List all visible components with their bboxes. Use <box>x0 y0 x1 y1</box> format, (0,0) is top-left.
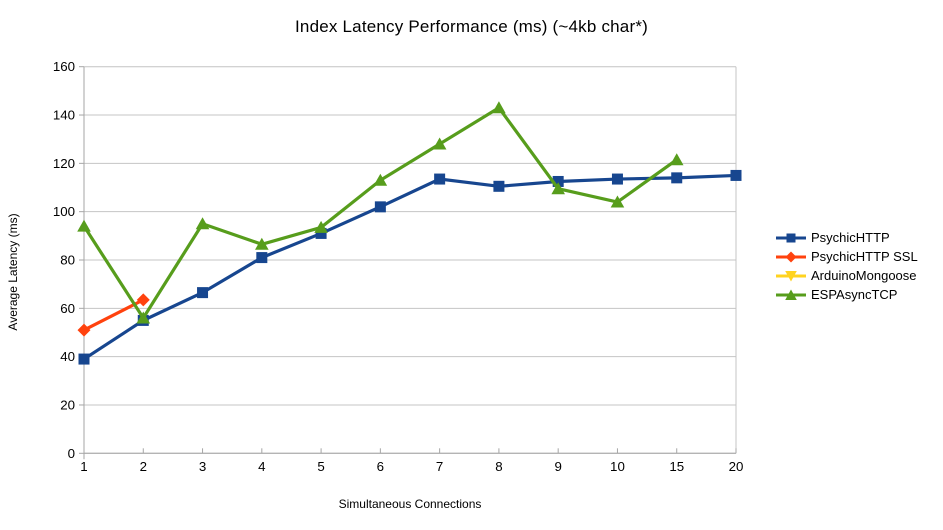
chart-title: Index Latency Performance (ms) (~4kb cha… <box>295 17 648 36</box>
series-marker-ESPAsyncTCP <box>373 173 388 186</box>
y-tick-label: 60 <box>60 301 75 316</box>
y-tick-label: 20 <box>60 397 75 412</box>
series-marker-ESPAsyncTCP <box>610 195 625 208</box>
triangle-down-legend-icon <box>776 270 806 281</box>
legend-label: ArduinoMongoose <box>811 268 917 283</box>
y-tick-label: 0 <box>68 446 75 461</box>
legend-entry-ArduinoMongoose: ArduinoMongoose <box>775 266 918 285</box>
series-marker-PsychicHTTP <box>730 169 742 181</box>
series-marker-ESPAsyncTCP <box>669 153 684 166</box>
x-tick-label: 8 <box>495 459 502 474</box>
y-axis-title: Average Latency (ms) <box>6 213 20 331</box>
x-tick-label: 5 <box>317 459 324 474</box>
diamond-legend-icon <box>776 251 806 262</box>
y-tick-label: 120 <box>53 156 75 171</box>
series-marker-PsychicHTTP <box>197 287 209 299</box>
series-line-ESPAsyncTCP <box>82 105 678 321</box>
legend-label: PsychicHTTP <box>811 230 890 245</box>
y-tick-label: 40 <box>60 349 75 364</box>
series-marker-PsychicHTTP <box>78 353 90 365</box>
y-tick-label: 140 <box>53 108 75 123</box>
series-marker-ESPAsyncTCP <box>551 182 565 195</box>
series-marker-ESPAsyncTCP <box>255 237 269 250</box>
series-marker-PsychicHTTP <box>671 172 683 184</box>
y-tick-label: 80 <box>60 253 75 268</box>
series-marker-PsychicHTTP <box>315 227 327 239</box>
series-marker-PsychicHTTP-SSL <box>77 323 91 337</box>
series-marker-PsychicHTTP <box>374 201 386 213</box>
series-marker-PsychicHTTP <box>256 252 268 264</box>
x-tick-label: 7 <box>436 459 443 474</box>
x-tick-label: 4 <box>258 459 265 474</box>
square-legend-icon <box>776 233 806 242</box>
x-tick-label: 6 <box>377 459 384 474</box>
series-marker-ESPAsyncTCP <box>77 219 91 232</box>
x-tick-label: 10 <box>610 459 625 474</box>
series-marker-ESPAsyncTCP <box>432 137 447 150</box>
y-tick-label: 100 <box>53 204 75 219</box>
x-tick-label: 15 <box>669 459 684 474</box>
series-marker-ESPAsyncTCP <box>136 311 151 324</box>
x-tick-label: 20 <box>729 459 744 474</box>
series-marker-PsychicHTTP <box>434 173 446 185</box>
series-marker-ESPAsyncTCP <box>314 220 328 233</box>
series-marker-PsychicHTTP <box>493 180 505 192</box>
series-marker-PsychicHTTP-SSL <box>136 293 150 307</box>
x-tick-label: 2 <box>140 459 147 474</box>
series-marker-ESPAsyncTCP <box>195 217 210 230</box>
series-marker-ESPAsyncTCP <box>492 101 506 114</box>
y-tick-label: 160 <box>53 59 75 74</box>
series-marker-PsychicHTTP <box>552 175 564 187</box>
x-tick-label: 9 <box>554 459 561 474</box>
legend-label: PsychicHTTP SSL <box>811 249 918 264</box>
x-axis-title: Simultaneous Connections <box>338 497 482 511</box>
x-tick-label: 3 <box>199 459 206 474</box>
triangle-up-legend-icon <box>776 289 806 300</box>
series-marker-PsychicHTTP <box>611 173 623 185</box>
x-tick-label: 1 <box>80 459 87 474</box>
legend-label: ESPAsyncTCP <box>811 287 898 302</box>
legend-entry-PsychicHTTP: PsychicHTTP <box>775 228 918 247</box>
legend-entry-ESPAsyncTCP: ESPAsyncTCP <box>775 285 918 304</box>
legend: PsychicHTTP PsychicHTTP SSL ArduinoMongoos… <box>775 228 918 304</box>
legend-entry-PsychicHTTP-SSL: PsychicHTTP SSL <box>775 247 918 266</box>
series-line-PsychicHTTP <box>83 173 737 361</box>
